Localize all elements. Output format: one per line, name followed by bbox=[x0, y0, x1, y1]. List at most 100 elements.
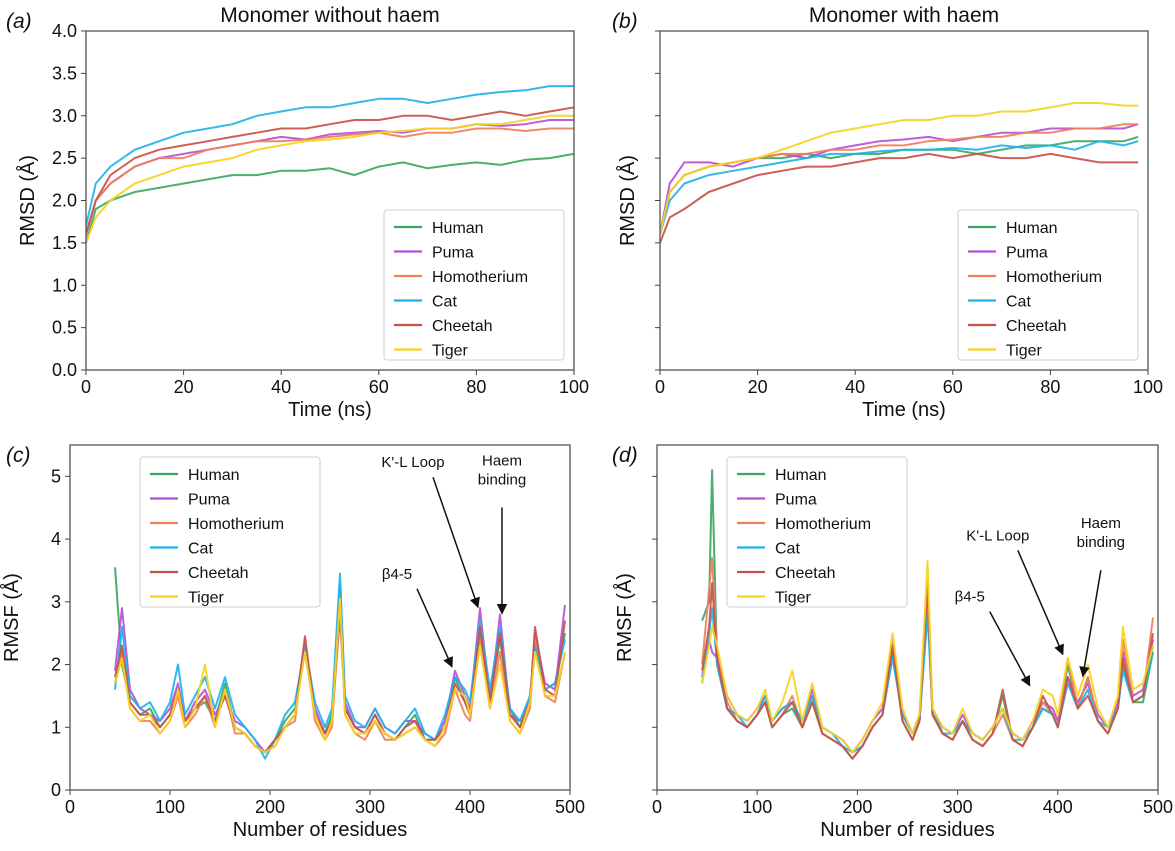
legend-box bbox=[957, 209, 1139, 361]
x-tick-label: 400 bbox=[455, 797, 485, 817]
y-axis-label: RMSD (Å) bbox=[16, 155, 39, 246]
x-tick-label: 100 bbox=[155, 797, 185, 817]
x-tick-label: 100 bbox=[1133, 377, 1163, 397]
legend-label-cat: Cat bbox=[432, 294, 457, 311]
panel-label: (b) bbox=[612, 10, 638, 33]
legend-label-human: Human bbox=[775, 467, 827, 484]
legend-label-homotherium: Homotherium bbox=[775, 516, 871, 533]
x-tick-label: 500 bbox=[1143, 797, 1173, 817]
legend-box bbox=[139, 456, 321, 608]
annotation-arrow bbox=[432, 476, 480, 609]
y-tick-label: 2 bbox=[51, 655, 61, 675]
series-line-tiger bbox=[660, 102, 1139, 235]
legend-label-tiger: Tiger bbox=[432, 343, 469, 360]
legend-label-puma: Puma bbox=[775, 492, 817, 509]
legend-label-homotherium: Homotherium bbox=[1006, 269, 1102, 286]
annotation-label: Haem binding bbox=[1077, 515, 1125, 551]
annotation-arrow bbox=[1079, 570, 1102, 678]
x-tick-label: 0 bbox=[81, 377, 91, 397]
x-tick-label: 20 bbox=[174, 377, 194, 397]
panel-d: (d) 0 100 200 300 400 500 Number of residues RMS… bbox=[612, 444, 1173, 841]
legend-label-homotherium: Homotherium bbox=[432, 269, 528, 286]
legend: Human Puma Homotherium Cat Cheetah Tiger bbox=[957, 209, 1139, 361]
series-line-tiger bbox=[86, 114, 574, 244]
legend-label-human: Human bbox=[1006, 220, 1058, 237]
x-axis-label: Time (ns) bbox=[288, 399, 372, 421]
series-line-cat bbox=[660, 140, 1139, 235]
legend-box bbox=[383, 209, 565, 361]
x-tick-label: 200 bbox=[842, 797, 872, 817]
y-tick-label: 2.0 bbox=[52, 191, 77, 211]
legend-label-puma: Puma bbox=[188, 492, 230, 509]
legend-label-tiger: Tiger bbox=[775, 590, 812, 607]
series-group bbox=[86, 85, 574, 244]
y-tick-label: 4.0 bbox=[52, 21, 77, 41]
series-line-cat bbox=[701, 607, 1154, 754]
panel-label: (a) bbox=[6, 10, 32, 33]
legend-label-puma: Puma bbox=[432, 245, 474, 262]
legend-label-cat: Cat bbox=[1006, 294, 1031, 311]
y-tick-label: 1.5 bbox=[52, 233, 77, 253]
panel-label: (d) bbox=[612, 444, 638, 467]
plot-frame bbox=[656, 444, 1159, 791]
x-tick-label: 400 bbox=[1043, 797, 1073, 817]
x-tick-label: 40 bbox=[845, 377, 865, 397]
legend-label-human: Human bbox=[188, 467, 240, 484]
series-line-tiger bbox=[701, 560, 1154, 754]
x-tick-label: 300 bbox=[355, 797, 385, 817]
y-tick-label: 1 bbox=[51, 717, 61, 737]
x-axis-label: Number of residues bbox=[233, 819, 408, 841]
legend-label-homotherium: Homotherium bbox=[188, 516, 284, 533]
annotation-arrow bbox=[1017, 549, 1064, 656]
x-tick-label: 60 bbox=[943, 377, 963, 397]
legend-label-tiger: Tiger bbox=[188, 590, 225, 607]
legend-label-cheetah: Cheetah bbox=[775, 565, 836, 582]
y-tick-label: 5 bbox=[51, 466, 61, 486]
series-line-cat bbox=[114, 572, 566, 760]
x-tick-label: 300 bbox=[943, 797, 973, 817]
panel-b: (b) Monomer with haem 0 20 40 60 80 100 Time (ns… bbox=[612, 4, 1163, 421]
annotation-label: β4-5 bbox=[382, 566, 412, 583]
annotation-label: K'-L Loop bbox=[381, 454, 444, 471]
x-tick-label: 0 bbox=[652, 797, 662, 817]
x-tick-label: 0 bbox=[65, 797, 75, 817]
x-tick-label: 100 bbox=[742, 797, 772, 817]
series-line-homotherium bbox=[86, 127, 574, 235]
series-group bbox=[114, 567, 566, 760]
x-tick-label: 80 bbox=[1040, 377, 1060, 397]
annotation-label: Haem binding bbox=[478, 453, 526, 489]
y-tick-label: 1.0 bbox=[52, 275, 77, 295]
x-tick-label: 100 bbox=[559, 377, 589, 397]
y-tick-label: 3.0 bbox=[52, 106, 77, 126]
x-axis-label: Number of residues bbox=[820, 819, 995, 841]
series-line-cat bbox=[86, 85, 574, 227]
chart-title: Monomer without haem bbox=[220, 4, 439, 27]
panel-c: (c) 0 100 200 300 400 500 0 1 2 3 4 5 Number of resid… bbox=[0, 444, 585, 841]
legend: Human Puma Homotherium Cat Cheetah Tiger bbox=[726, 456, 908, 608]
y-tick-label: 0.5 bbox=[52, 318, 77, 338]
annotation-label: β4-5 bbox=[955, 589, 985, 606]
series-line-human bbox=[86, 152, 574, 244]
y-tick-label: 4 bbox=[51, 529, 61, 549]
legend-label-tiger: Tiger bbox=[1006, 343, 1043, 360]
series-group bbox=[701, 469, 1154, 760]
legend: Human Puma Homotherium Cat Cheetah Tiger bbox=[139, 456, 321, 608]
legend-label-human: Human bbox=[432, 220, 484, 237]
series-line-cheetah bbox=[86, 106, 574, 235]
annotation-arrow bbox=[989, 611, 1031, 687]
x-tick-label: 80 bbox=[466, 377, 486, 397]
x-tick-label: 20 bbox=[748, 377, 768, 397]
panel-a: (a) Monomer without haem 0 20 40 60 80 100 0.0 0.… bbox=[6, 4, 589, 421]
x-axis-label: Time (ns) bbox=[862, 399, 946, 421]
legend-label-cheetah: Cheetah bbox=[188, 565, 249, 582]
y-tick-label: 0 bbox=[51, 780, 61, 800]
annotation-label: K'-L Loop bbox=[966, 527, 1029, 544]
x-tick-label: 40 bbox=[271, 377, 291, 397]
series-line-tiger bbox=[114, 597, 566, 754]
y-axis-label: RMSF (Å) bbox=[613, 573, 636, 662]
legend-label-cheetah: Cheetah bbox=[432, 318, 493, 335]
x-tick-label: 60 bbox=[369, 377, 389, 397]
series-line-cheetah bbox=[660, 152, 1139, 244]
legend-box bbox=[726, 456, 908, 608]
